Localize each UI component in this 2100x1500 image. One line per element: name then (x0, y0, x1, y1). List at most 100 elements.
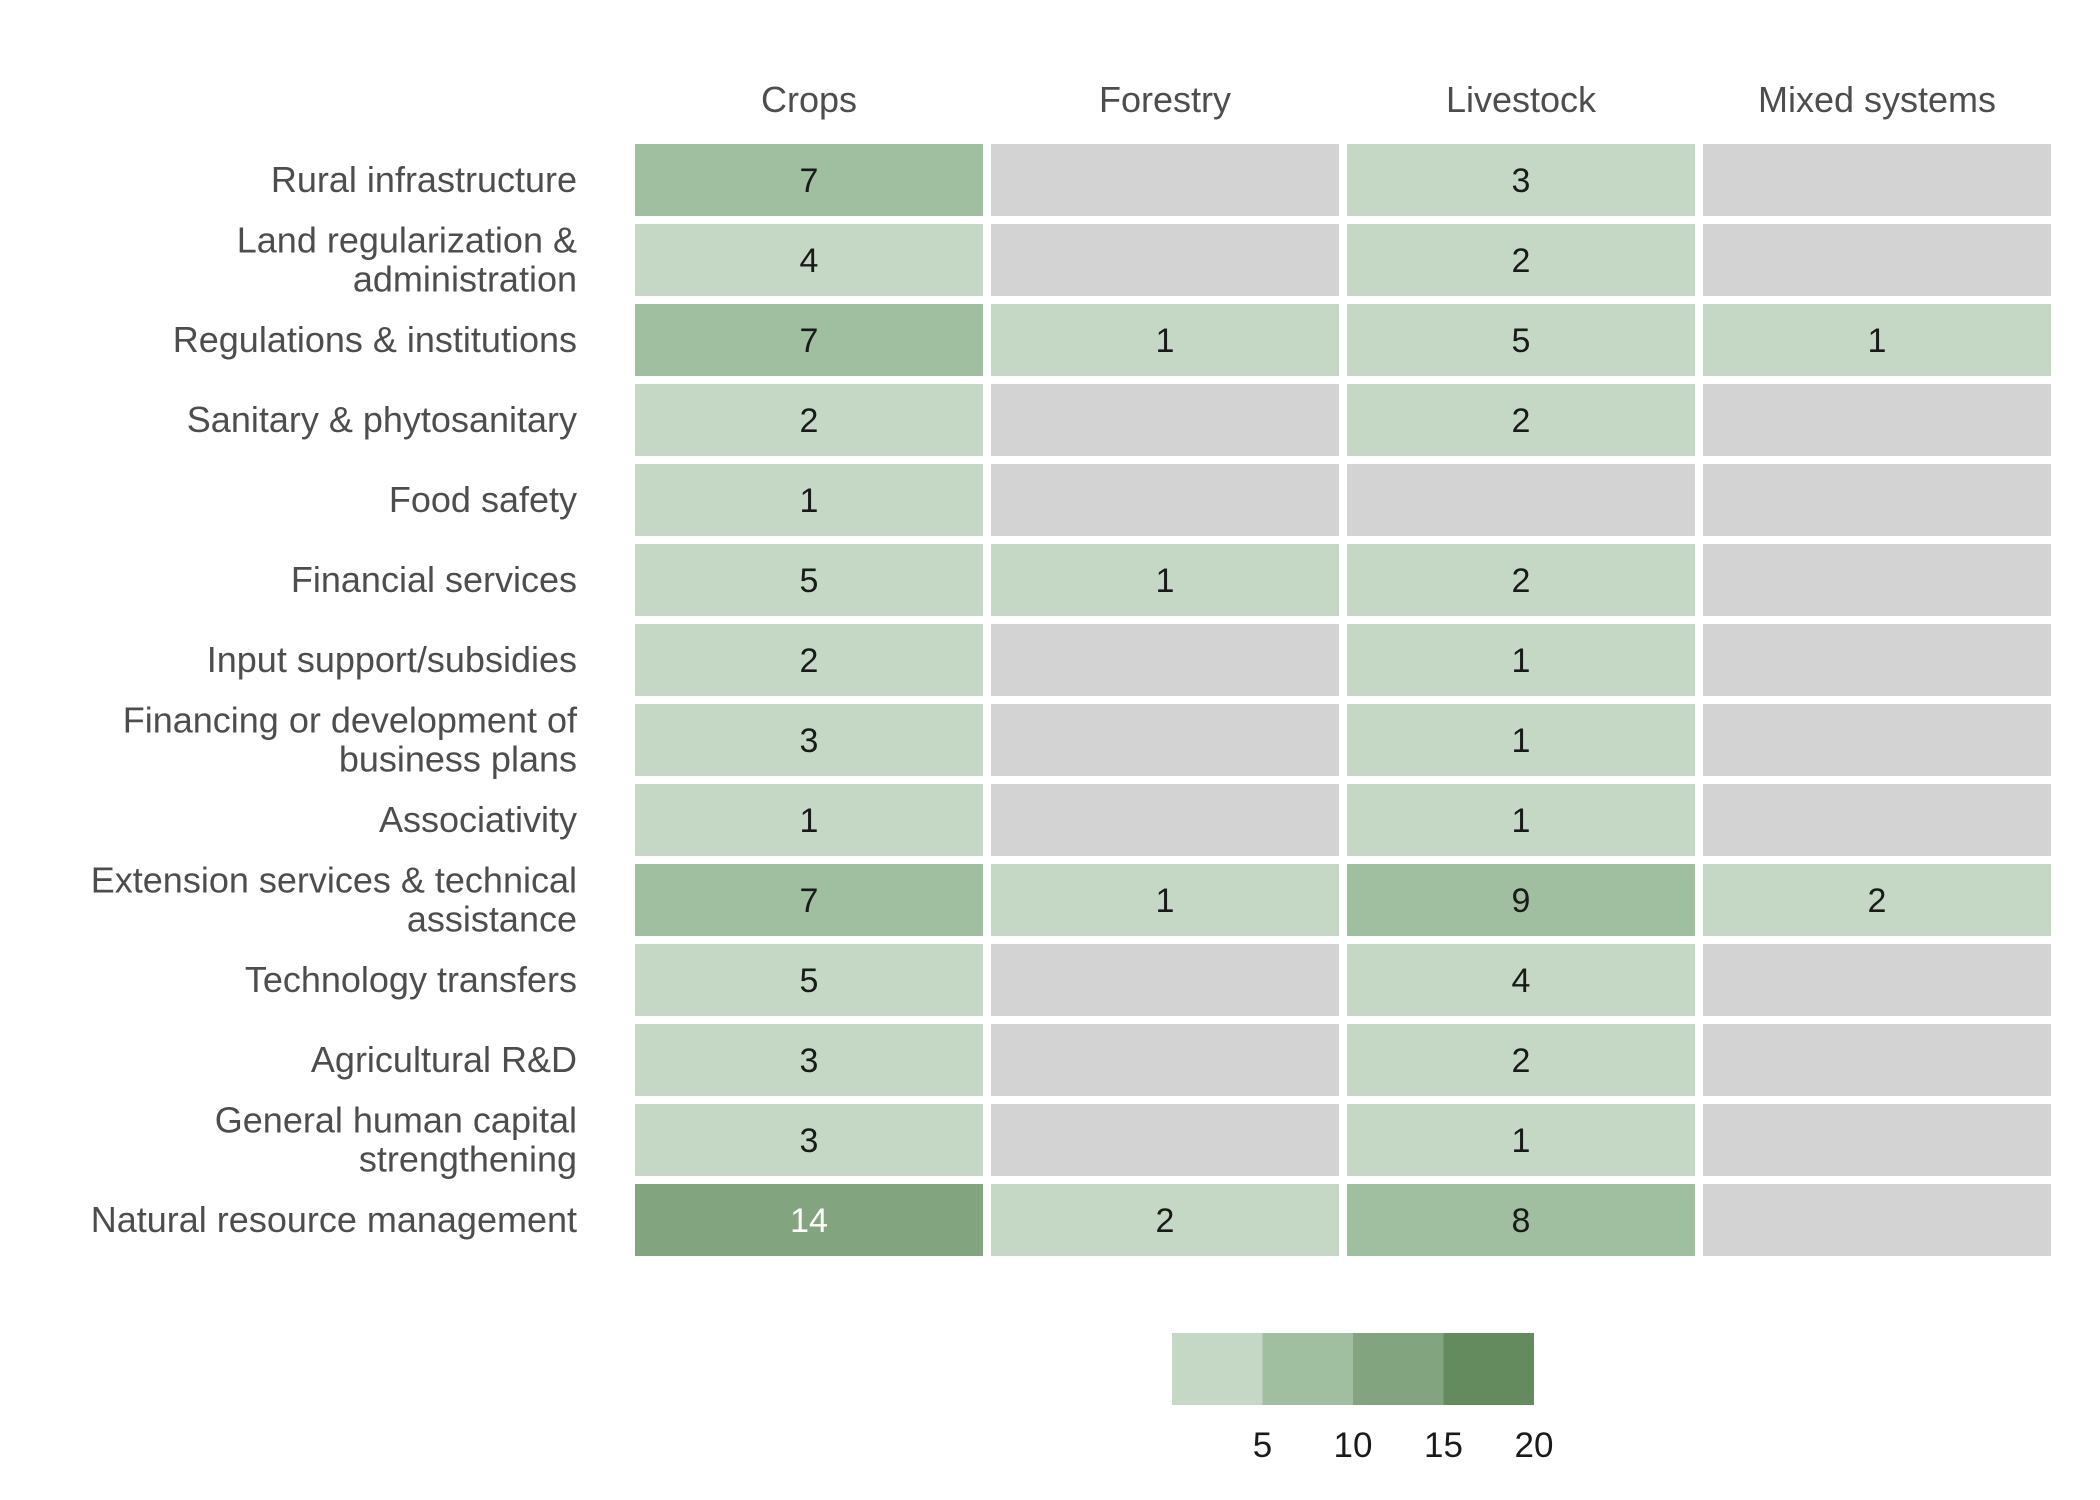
column-header-crops: Crops (761, 79, 857, 120)
cell-value-label: 14 (790, 1202, 828, 1240)
cell-value-label: 2 (800, 402, 819, 440)
row-label-input-support-subsidies: Input support/subsidies (207, 639, 577, 680)
cell-value-label: 8 (1512, 1202, 1531, 1240)
row-label-agricultural-randd: Agricultural R&D (311, 1039, 577, 1080)
cell-value-label: 3 (800, 1042, 819, 1080)
row-label-associativity: Associativity (379, 799, 577, 840)
cell-value-label: 1 (1868, 322, 1887, 360)
cell-natural-resource-management-crops (635, 1184, 983, 1256)
cell-value-label: 2 (1512, 402, 1531, 440)
cell-rural-infrastructure-forestry (991, 144, 1339, 216)
cell-associativity-forestry (991, 784, 1339, 856)
cell-regulations-and-institutions-livestock (1347, 304, 1695, 376)
cell-general-human-capital-strengthening-mixed-systems (1703, 1104, 2051, 1176)
cell-input-support-subsidies-forestry (991, 624, 1339, 696)
cell-value-label: 1 (1156, 562, 1175, 600)
cell-value-label: 7 (800, 322, 819, 360)
cell-value-label: 3 (800, 722, 819, 760)
cell-food-safety-crops (635, 464, 983, 536)
cell-financing-or-development-of-business-plans-mixed-systems (1703, 704, 2051, 776)
cell-financing-or-development-of-business-plans-crops (635, 704, 983, 776)
cell-general-human-capital-strengthening-crops (635, 1104, 983, 1176)
legend-swatch-1 (1262, 1333, 1353, 1405)
cell-extension-services-and-technical-assistance-crops (635, 864, 983, 936)
cell-natural-resource-management-livestock (1347, 1184, 1695, 1256)
column-header-mixed-systems: Mixed systems (1758, 79, 1996, 120)
cell-financial-services-crops (635, 544, 983, 616)
cell-associativity-livestock (1347, 784, 1695, 856)
cell-value-label: 1 (1156, 322, 1175, 360)
row-label-natural-resource-management: Natural resource management (91, 1199, 577, 1240)
cell-associativity-crops (635, 784, 983, 856)
column-header-forestry: Forestry (1099, 79, 1231, 120)
row-label-extension-services-and-technical-assistance: Extension services & technical assistance (91, 860, 577, 940)
cell-rural-infrastructure-livestock (1347, 144, 1695, 216)
row-label-regulations-and-institutions: Regulations & institutions (173, 319, 577, 360)
row-label-food-safety: Food safety (389, 479, 577, 520)
color-legend: 5 10 15 20 (1172, 1333, 1553, 1465)
cell-general-human-capital-strengthening-livestock (1347, 1104, 1695, 1176)
cell-technology-transfers-crops (635, 944, 983, 1016)
cell-rural-infrastructure-crops (635, 144, 983, 216)
row-labels: Rural infrastructure Land regularization … (91, 159, 578, 1240)
legend-swatch-2 (1353, 1333, 1444, 1405)
cell-food-safety-mixed-systems (1703, 464, 2051, 536)
legend-swatch-0 (1172, 1333, 1263, 1405)
row-label-financing-or-development-of-business-plans: Financing or development of business plan… (123, 700, 578, 780)
legend-tick-label: 10 (1334, 1426, 1373, 1465)
cell-agricultural-randd-livestock (1347, 1024, 1695, 1096)
cell-value-label: 1 (800, 482, 819, 520)
legend-tick-label: 5 (1253, 1426, 1272, 1465)
cell-natural-resource-management-mixed-systems (1703, 1184, 2051, 1256)
cell-regulations-and-institutions-crops (635, 304, 983, 376)
cell-financial-services-livestock (1347, 544, 1695, 616)
cell-land-regularization-and-administration-crops (635, 224, 983, 296)
cell-land-regularization-and-administration-mixed-systems (1703, 224, 2051, 296)
cell-value-label: 2 (1868, 882, 1887, 920)
cell-value-label: 5 (800, 962, 819, 1000)
legend-tick-label: 15 (1424, 1426, 1463, 1465)
cell-financial-services-mixed-systems (1703, 544, 2051, 616)
column-headers: Crops Forestry Livestock Mixed systems (761, 79, 1996, 120)
cell-value-label: 4 (800, 242, 819, 280)
cell-value-label: 5 (800, 562, 819, 600)
cell-value-label: 1 (1512, 1122, 1531, 1160)
cell-value-label: 2 (1512, 1042, 1531, 1080)
cell-value-label: 7 (800, 882, 819, 920)
cell-input-support-subsidies-livestock (1347, 624, 1695, 696)
cell-input-support-subsidies-crops (635, 624, 983, 696)
cell-sanitary-and-phytosanitary-forestry (991, 384, 1339, 456)
cell-value-label: 2 (1512, 242, 1531, 280)
cell-value-label: 1 (1156, 882, 1175, 920)
row-label-land-regularization-and-administration: Land regularization & administration (237, 220, 577, 300)
legend-swatch-3 (1443, 1333, 1534, 1405)
cell-value-label: 1 (1512, 802, 1531, 840)
cell-agricultural-randd-crops (635, 1024, 983, 1096)
heatmap-cells: 7 3 4 2 7 1 5 1 2 2 1 5 1 2 2 1 3 1 1 1 7 1 9 2 5 4 3 2 3 1 14 2 8 (635, 144, 2051, 1256)
cell-technology-transfers-mixed-systems (1703, 944, 2051, 1016)
legend-tick-label: 20 (1515, 1426, 1554, 1465)
cell-regulations-and-institutions-forestry (991, 304, 1339, 376)
cell-value-label: 1 (800, 802, 819, 840)
cell-regulations-and-institutions-mixed-systems (1703, 304, 2051, 376)
cell-extension-services-and-technical-assistance-mixed-systems (1703, 864, 2051, 936)
cell-financing-or-development-of-business-plans-livestock (1347, 704, 1695, 776)
row-label-technology-transfers: Technology transfers (245, 959, 577, 1000)
column-header-livestock: Livestock (1446, 79, 1597, 120)
cell-sanitary-and-phytosanitary-crops (635, 384, 983, 456)
cell-input-support-subsidies-mixed-systems (1703, 624, 2051, 696)
cell-value-label: 7 (800, 162, 819, 200)
cell-financial-services-forestry (991, 544, 1339, 616)
row-label-general-human-capital-strengthening: General human capital strengthening (215, 1100, 577, 1180)
cell-agricultural-randd-mixed-systems (1703, 1024, 2051, 1096)
cell-value-label: 1 (1512, 642, 1531, 680)
cell-food-safety-livestock (1347, 464, 1695, 536)
cell-rural-infrastructure-mixed-systems (1703, 144, 2051, 216)
cell-extension-services-and-technical-assistance-livestock (1347, 864, 1695, 936)
row-label-sanitary-and-phytosanitary: Sanitary & phytosanitary (187, 399, 577, 440)
cell-technology-transfers-forestry (991, 944, 1339, 1016)
row-label-rural-infrastructure: Rural infrastructure (271, 159, 577, 200)
cell-sanitary-and-phytosanitary-mixed-systems (1703, 384, 2051, 456)
